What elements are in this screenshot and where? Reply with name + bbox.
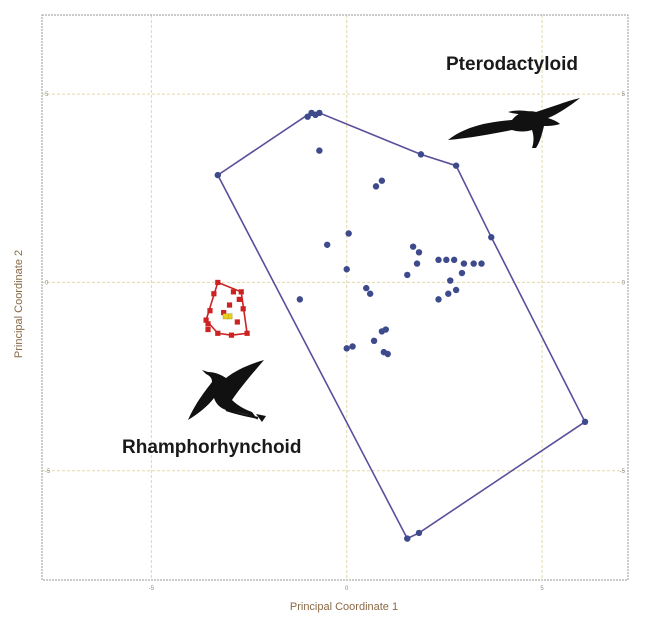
- pterodactyloid-point: [378, 177, 386, 184]
- pterodactyloid-point: [343, 345, 350, 352]
- pterodactyloid-point: [296, 296, 304, 303]
- pterodactyloid-point: [435, 256, 442, 264]
- plot-frame: [41, 14, 629, 581]
- rhamphorhynchoid-point: [207, 308, 213, 314]
- rhamphorhynchoid-point: [226, 302, 233, 308]
- x-tick-label: 5: [540, 586, 544, 592]
- pterodactyloid-point: [443, 256, 450, 264]
- pterodactyloid-point: [363, 284, 370, 292]
- pterodactyloid-point: [415, 529, 423, 537]
- y-tick-label-left: 5: [45, 92, 49, 98]
- pterodactyloid-point: [435, 296, 442, 303]
- convex-hulls: [205, 112, 587, 540]
- y-axis-title: Principal Coordinate 2: [13, 250, 25, 358]
- rhamphorhynchoid-point: [205, 321, 211, 327]
- pterodactyloid-point: [450, 256, 458, 264]
- y-tick-label-right: 5: [622, 92, 626, 98]
- pterodactyloid-point: [417, 151, 425, 158]
- pterodactyloid-silhouette-icon: [448, 98, 580, 148]
- rhamphorhynchoid-point: [228, 332, 235, 338]
- rhamphorhynchoid-point: [215, 330, 221, 336]
- rhamphorhynchoid-point: [240, 306, 246, 312]
- pterodactyloid-point: [447, 277, 454, 284]
- pterodactyloid-point: [409, 243, 417, 250]
- rhamphorhynchoid-point: [244, 330, 250, 336]
- pterodactyloid-point: [488, 234, 495, 241]
- gridlines: [42, 15, 628, 580]
- pterodactyloid-point: [316, 109, 323, 117]
- data-points: [203, 109, 589, 542]
- pterodactyloid-point: [382, 326, 389, 333]
- pterodactyloid-point: [478, 260, 485, 267]
- pterodactyloid-point: [470, 260, 477, 267]
- rhamphorhynchoid-point: [236, 296, 242, 302]
- rhamphorhynchoid-point: [234, 319, 240, 325]
- pterodactyloid-point: [316, 147, 323, 154]
- pterodactyloid-point: [581, 418, 589, 425]
- pterodactyloid-point: [370, 337, 378, 345]
- tick-labels: -5 0 5 -5 -5 0 0 5 5: [45, 92, 626, 592]
- rhamphorhynchoid-point: [230, 289, 237, 295]
- pterodactyloid-point: [345, 230, 352, 237]
- rhamphorhynchoid-point: [238, 289, 244, 295]
- pterodactyloid-point: [413, 260, 421, 267]
- pterodactyloid-point: [343, 266, 350, 273]
- y-tick-label-left: -5: [45, 469, 51, 475]
- pterodactyloid-label: Pterodactyloid: [446, 54, 578, 75]
- y-tick-label-left: 0: [45, 280, 49, 286]
- y-tick-label-right: -5: [620, 469, 626, 475]
- rhamphorhynchoid-highlight-point: [222, 313, 229, 320]
- pterodactyloid-point: [308, 109, 315, 117]
- pterodactyloid-point: [404, 271, 411, 279]
- rhamphorhynchoid-point: [221, 309, 227, 316]
- rhamphorhynchoid-point: [205, 326, 211, 333]
- x-tick-label: 0: [345, 586, 349, 592]
- pterodactyloid-point: [323, 241, 331, 248]
- pterodactyloid-point: [452, 162, 460, 169]
- rhamphorhynchoid-silhouette-icon: [188, 360, 266, 422]
- pterodactyloid-point: [372, 183, 380, 190]
- rhamphorhynchoid-label: Rhamphorhynchoid: [122, 437, 301, 458]
- pterodactyloid-point: [452, 286, 460, 294]
- rhamphorhynchoid-point: [215, 279, 221, 286]
- pterodactyloid-point: [458, 269, 466, 277]
- pterodactyloid-point: [366, 290, 374, 297]
- pterodactyloid-point: [384, 350, 391, 358]
- pterodactyloid-point: [349, 343, 356, 350]
- pterodactyloid-point: [214, 171, 221, 179]
- x-axis-title: Principal Coordinate 1: [290, 601, 398, 613]
- pterodactyloid-point: [460, 260, 468, 267]
- rhamphorhynchoid-point: [203, 317, 209, 323]
- rhamphorhynchoid-point: [211, 291, 217, 297]
- pterodactyloid-point: [445, 290, 452, 297]
- pterodactyloid-point: [404, 535, 411, 542]
- y-tick-label-right: 0: [622, 280, 626, 286]
- x-tick-label: -5: [149, 586, 155, 592]
- pterodactyloid-point: [415, 249, 423, 256]
- pterodactyloid-hull: [216, 112, 587, 540]
